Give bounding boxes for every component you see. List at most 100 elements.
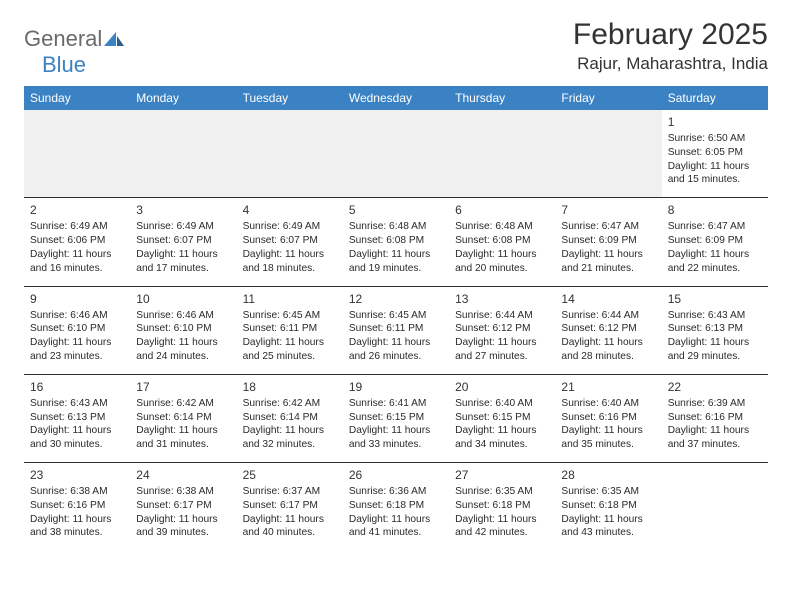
sunrise-text: Sunrise: 6:36 AM bbox=[349, 485, 443, 499]
daylight-text: Daylight: 11 hours and 41 minutes. bbox=[349, 513, 443, 541]
week-row: 9Sunrise: 6:46 AMSunset: 6:10 PMDaylight… bbox=[24, 286, 768, 374]
day-number: 4 bbox=[243, 202, 337, 218]
day-number: 18 bbox=[243, 379, 337, 395]
sunrise-text: Sunrise: 6:42 AM bbox=[243, 397, 337, 411]
calendar-cell-blank bbox=[449, 110, 555, 198]
calendar-cell: 17Sunrise: 6:42 AMSunset: 6:14 PMDayligh… bbox=[130, 374, 236, 462]
daylight-text: Daylight: 11 hours and 29 minutes. bbox=[668, 336, 762, 364]
sunrise-text: Sunrise: 6:40 AM bbox=[455, 397, 549, 411]
logo-text-blue: Blue bbox=[24, 52, 86, 77]
daylight-text: Daylight: 11 hours and 22 minutes. bbox=[668, 248, 762, 276]
day-header: Monday bbox=[130, 86, 236, 110]
calendar-cell: 16Sunrise: 6:43 AMSunset: 6:13 PMDayligh… bbox=[24, 374, 130, 462]
sunset-text: Sunset: 6:18 PM bbox=[349, 499, 443, 513]
daylight-text: Daylight: 11 hours and 18 minutes. bbox=[243, 248, 337, 276]
calendar-body: 1Sunrise: 6:50 AMSunset: 6:05 PMDaylight… bbox=[24, 110, 768, 550]
week-row: 23Sunrise: 6:38 AMSunset: 6:16 PMDayligh… bbox=[24, 463, 768, 551]
sunrise-text: Sunrise: 6:46 AM bbox=[136, 309, 230, 323]
week-row: 1Sunrise: 6:50 AMSunset: 6:05 PMDaylight… bbox=[24, 110, 768, 198]
daylight-text: Daylight: 11 hours and 24 minutes. bbox=[136, 336, 230, 364]
sunset-text: Sunset: 6:10 PM bbox=[30, 322, 124, 336]
calendar-cell-blank bbox=[662, 463, 768, 551]
daylight-text: Daylight: 11 hours and 33 minutes. bbox=[349, 424, 443, 452]
sunset-text: Sunset: 6:14 PM bbox=[243, 411, 337, 425]
calendar-cell: 8Sunrise: 6:47 AMSunset: 6:09 PMDaylight… bbox=[662, 198, 768, 286]
calendar-cell: 15Sunrise: 6:43 AMSunset: 6:13 PMDayligh… bbox=[662, 286, 768, 374]
sunset-text: Sunset: 6:18 PM bbox=[455, 499, 549, 513]
logo-text-general: General bbox=[24, 26, 102, 51]
day-number: 19 bbox=[349, 379, 443, 395]
sunset-text: Sunset: 6:17 PM bbox=[243, 499, 337, 513]
sunset-text: Sunset: 6:09 PM bbox=[668, 234, 762, 248]
day-number: 20 bbox=[455, 379, 549, 395]
daylight-text: Daylight: 11 hours and 40 minutes. bbox=[243, 513, 337, 541]
day-number: 8 bbox=[668, 202, 762, 218]
day-number: 26 bbox=[349, 467, 443, 483]
week-row: 2Sunrise: 6:49 AMSunset: 6:06 PMDaylight… bbox=[24, 198, 768, 286]
week-row: 16Sunrise: 6:43 AMSunset: 6:13 PMDayligh… bbox=[24, 374, 768, 462]
sunrise-text: Sunrise: 6:44 AM bbox=[561, 309, 655, 323]
sunrise-text: Sunrise: 6:45 AM bbox=[349, 309, 443, 323]
day-number: 27 bbox=[455, 467, 549, 483]
calendar-cell: 6Sunrise: 6:48 AMSunset: 6:08 PMDaylight… bbox=[449, 198, 555, 286]
daylight-text: Daylight: 11 hours and 28 minutes. bbox=[561, 336, 655, 364]
day-number: 11 bbox=[243, 291, 337, 307]
day-number: 9 bbox=[30, 291, 124, 307]
day-number: 25 bbox=[243, 467, 337, 483]
calendar-cell: 4 Sunrise: 6:49 AMSunset: 6:07 PMDaylight… bbox=[237, 198, 343, 286]
calendar-cell: 9 Sunrise: 6:46 AMSunset: 6:10 PMDaylight… bbox=[24, 286, 130, 374]
day-header: Tuesday bbox=[237, 86, 343, 110]
daylight-text: Daylight: 11 hours and 23 minutes. bbox=[30, 336, 124, 364]
day-number: 22 bbox=[668, 379, 762, 395]
sunset-text: Sunset: 6:13 PM bbox=[30, 411, 124, 425]
daylight-text: Daylight: 11 hours and 37 minutes. bbox=[668, 424, 762, 452]
sunset-text: Sunset: 6:07 PM bbox=[136, 234, 230, 248]
sunrise-text: Sunrise: 6:49 AM bbox=[30, 220, 124, 234]
calendar-cell-blank bbox=[555, 110, 661, 198]
calendar-cell: 24Sunrise: 6:38 AMSunset: 6:17 PMDayligh… bbox=[130, 463, 236, 551]
sunset-text: Sunset: 6:07 PM bbox=[243, 234, 337, 248]
day-number: 16 bbox=[30, 379, 124, 395]
daylight-text: Daylight: 11 hours and 32 minutes. bbox=[243, 424, 337, 452]
sunset-text: Sunset: 6:17 PM bbox=[136, 499, 230, 513]
day-number: 23 bbox=[30, 467, 124, 483]
calendar-cell: 14Sunrise: 6:44 AMSunset: 6:12 PMDayligh… bbox=[555, 286, 661, 374]
logo-sail-icon bbox=[104, 30, 124, 51]
sunrise-text: Sunrise: 6:48 AM bbox=[455, 220, 549, 234]
day-number: 17 bbox=[136, 379, 230, 395]
day-number: 7 bbox=[561, 202, 655, 218]
day-number: 28 bbox=[561, 467, 655, 483]
calendar-cell: 18 Sunrise: 6:42 AMSunset: 6:14 PMDayligh… bbox=[237, 374, 343, 462]
calendar-cell: 22Sunrise: 6:39 AMSunset: 6:16 PMDayligh… bbox=[662, 374, 768, 462]
daylight-text: Daylight: 11 hours and 35 minutes. bbox=[561, 424, 655, 452]
sunset-text: Sunset: 6:18 PM bbox=[561, 499, 655, 513]
daylight-text: Daylight: 11 hours and 43 minutes. bbox=[561, 513, 655, 541]
sunrise-text: Sunrise: 6:45 AM bbox=[243, 309, 337, 323]
calendar-cell: 25Sunrise: 6:37 AMSunset: 6:17 PMDayligh… bbox=[237, 463, 343, 551]
day-number: 5 bbox=[349, 202, 443, 218]
day-header: Sunday bbox=[24, 86, 130, 110]
daylight-text: Daylight: 11 hours and 21 minutes. bbox=[561, 248, 655, 276]
calendar-cell: 27Sunrise: 6:35 AMSunset: 6:18 PMDayligh… bbox=[449, 463, 555, 551]
sunset-text: Sunset: 6:10 PM bbox=[136, 322, 230, 336]
day-header: Saturday bbox=[662, 86, 768, 110]
daylight-text: Daylight: 11 hours and 25 minutes. bbox=[243, 336, 337, 364]
calendar-cell: 7Sunrise: 6:47 AMSunset: 6:09 PMDaylight… bbox=[555, 198, 661, 286]
title-block: February 2025 Rajur, Maharashtra, India bbox=[573, 18, 768, 74]
day-number: 2 bbox=[30, 202, 124, 218]
day-number: 15 bbox=[668, 291, 762, 307]
month-title: February 2025 bbox=[573, 18, 768, 52]
sunrise-text: Sunrise: 6:49 AM bbox=[243, 220, 337, 234]
sunset-text: Sunset: 6:13 PM bbox=[668, 322, 762, 336]
sunset-text: Sunset: 6:05 PM bbox=[668, 146, 762, 160]
sunrise-text: Sunrise: 6:38 AM bbox=[30, 485, 124, 499]
sunset-text: Sunset: 6:14 PM bbox=[136, 411, 230, 425]
sunset-text: Sunset: 6:06 PM bbox=[30, 234, 124, 248]
sunset-text: Sunset: 6:08 PM bbox=[455, 234, 549, 248]
sunrise-text: Sunrise: 6:50 AM bbox=[668, 132, 762, 146]
calendar-cell: 26 Sunrise: 6:36 AMSunset: 6:18 PMDayligh… bbox=[343, 463, 449, 551]
calendar-cell: 28Sunrise: 6:35 AMSunset: 6:18 PMDayligh… bbox=[555, 463, 661, 551]
sunrise-text: Sunrise: 6:46 AM bbox=[30, 309, 124, 323]
sunset-text: Sunset: 6:11 PM bbox=[243, 322, 337, 336]
sunset-text: Sunset: 6:12 PM bbox=[455, 322, 549, 336]
